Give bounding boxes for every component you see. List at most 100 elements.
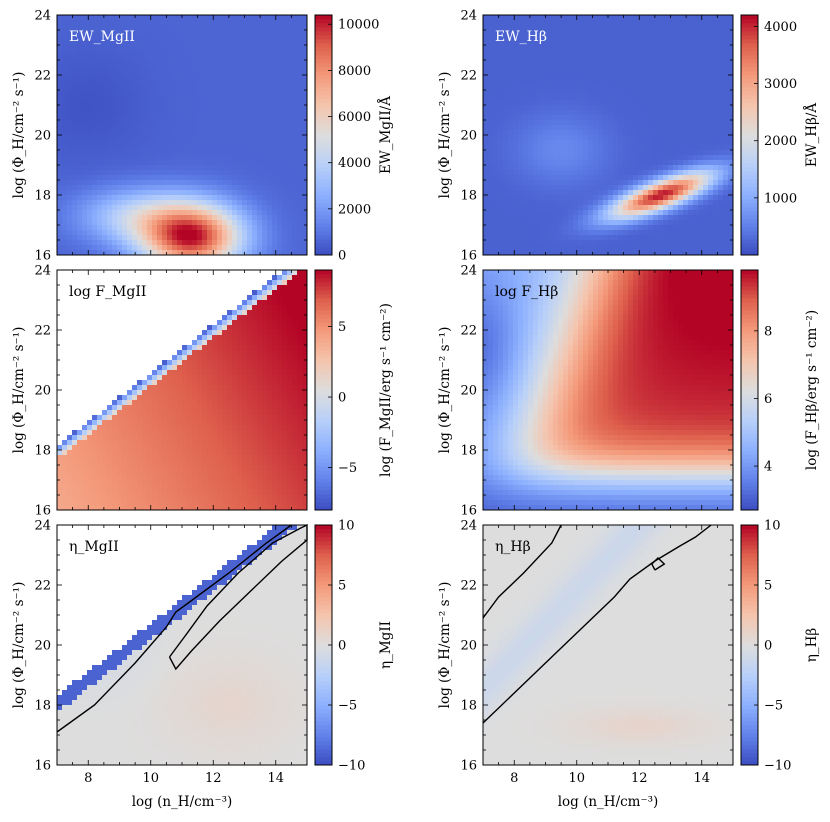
heatmap-cell <box>102 210 108 216</box>
heatmap-cell <box>132 80 138 86</box>
heatmap-cell <box>728 175 734 181</box>
heatmap-cell <box>648 140 654 146</box>
heatmap-cell <box>277 180 283 186</box>
heatmap-cell <box>247 150 253 156</box>
heatmap-cell <box>287 110 293 116</box>
heatmap-cell <box>207 160 213 166</box>
heatmap-cell <box>583 140 589 146</box>
heatmap-cell <box>302 145 308 151</box>
heatmap-cell <box>513 55 519 61</box>
heatmap-cell <box>673 110 679 116</box>
heatmap-cell <box>262 55 268 61</box>
heatmap-cell <box>678 25 684 31</box>
heatmap-cell <box>107 65 113 71</box>
heatmap-cell <box>503 95 509 101</box>
heatmap-cell <box>292 95 298 101</box>
heatmap-cell <box>157 230 163 236</box>
heatmap-cell <box>127 165 133 171</box>
heatmap-cell <box>182 175 188 181</box>
heatmap-cell <box>498 75 504 81</box>
heatmap-cell <box>292 55 298 61</box>
heatmap-cell <box>723 110 729 116</box>
heatmap-cell <box>242 65 248 71</box>
heatmap-cell <box>683 150 689 156</box>
heatmap-cell <box>483 65 489 71</box>
heatmap-cell <box>267 70 273 76</box>
heatmap-cell <box>62 80 68 86</box>
heatmap-cell <box>197 125 203 131</box>
heatmap-cell <box>593 20 599 26</box>
heatmap-cell <box>593 75 599 81</box>
heatmap-cell <box>663 15 669 21</box>
heatmap-cell <box>202 200 208 206</box>
heatmap-cell <box>593 85 599 91</box>
heatmap-cell <box>297 50 303 56</box>
heatmap-cell <box>147 200 153 206</box>
heatmap-cell <box>302 205 308 211</box>
heatmap-cell <box>543 70 549 76</box>
heatmap-cell <box>297 40 303 46</box>
heatmap-cell <box>613 240 619 246</box>
heatmap-cell <box>558 25 564 31</box>
heatmap-cell <box>728 135 734 141</box>
heatmap-cell <box>708 135 714 141</box>
heatmap-cell <box>668 110 674 116</box>
heatmap-cell <box>57 210 63 216</box>
heatmap-cell <box>668 160 674 166</box>
heatmap-cell <box>643 185 649 191</box>
heatmap-cell <box>723 120 729 126</box>
heatmap-cell <box>703 130 709 136</box>
heatmap-cell <box>608 100 614 106</box>
heatmap-cell <box>252 215 258 221</box>
heatmap-cell <box>708 85 714 91</box>
heatmap-cell <box>267 50 273 56</box>
heatmap-cell <box>503 165 509 171</box>
heatmap-cell <box>513 60 519 66</box>
heatmap-cell <box>553 55 559 61</box>
heatmap-cell <box>533 150 539 156</box>
colorbar-segment <box>315 115 332 120</box>
heatmap-cell <box>633 55 639 61</box>
heatmap-cell <box>122 240 128 246</box>
heatmap-cell <box>277 150 283 156</box>
heatmap-cell <box>723 205 729 211</box>
heatmap-cell <box>603 235 609 241</box>
heatmap-cell <box>252 65 258 71</box>
heatmap-cell <box>137 125 143 131</box>
heatmap-cell <box>282 90 288 96</box>
heatmap-cell <box>122 245 128 251</box>
heatmap-cell <box>132 25 138 31</box>
heatmap-cell <box>227 220 233 226</box>
heatmap-cell <box>498 245 504 251</box>
heatmap-cell <box>202 220 208 226</box>
heatmap-cell <box>668 215 674 221</box>
heatmap-cell <box>182 50 188 56</box>
heatmap-cell <box>538 210 544 216</box>
colorbar-segment <box>315 119 332 124</box>
heatmap-cell <box>508 85 514 91</box>
heatmap-cell <box>217 85 223 91</box>
heatmap-cell <box>518 150 524 156</box>
heatmap-cell <box>573 75 579 81</box>
heatmap-cell <box>493 60 499 66</box>
heatmap-cell <box>493 70 499 76</box>
heatmap-cell <box>553 95 559 101</box>
heatmap-cell <box>728 165 734 171</box>
heatmap-cell <box>197 85 203 91</box>
heatmap-cell <box>648 120 654 126</box>
heatmap-cell <box>723 55 729 61</box>
heatmap-cell <box>548 205 554 211</box>
heatmap-cell <box>648 100 654 106</box>
heatmap-cell <box>683 250 689 256</box>
heatmap-cell <box>648 55 654 61</box>
heatmap-cell <box>292 175 298 181</box>
heatmap-cell <box>528 180 534 186</box>
heatmap-cell <box>528 40 534 46</box>
heatmap-cell <box>222 80 228 86</box>
heatmap-cell <box>528 225 534 231</box>
heatmap-cell <box>277 135 283 141</box>
heatmap-cell <box>498 250 504 256</box>
heatmap-cell <box>688 20 694 26</box>
heatmap-cell <box>222 145 228 151</box>
heatmap-cell <box>287 225 293 231</box>
